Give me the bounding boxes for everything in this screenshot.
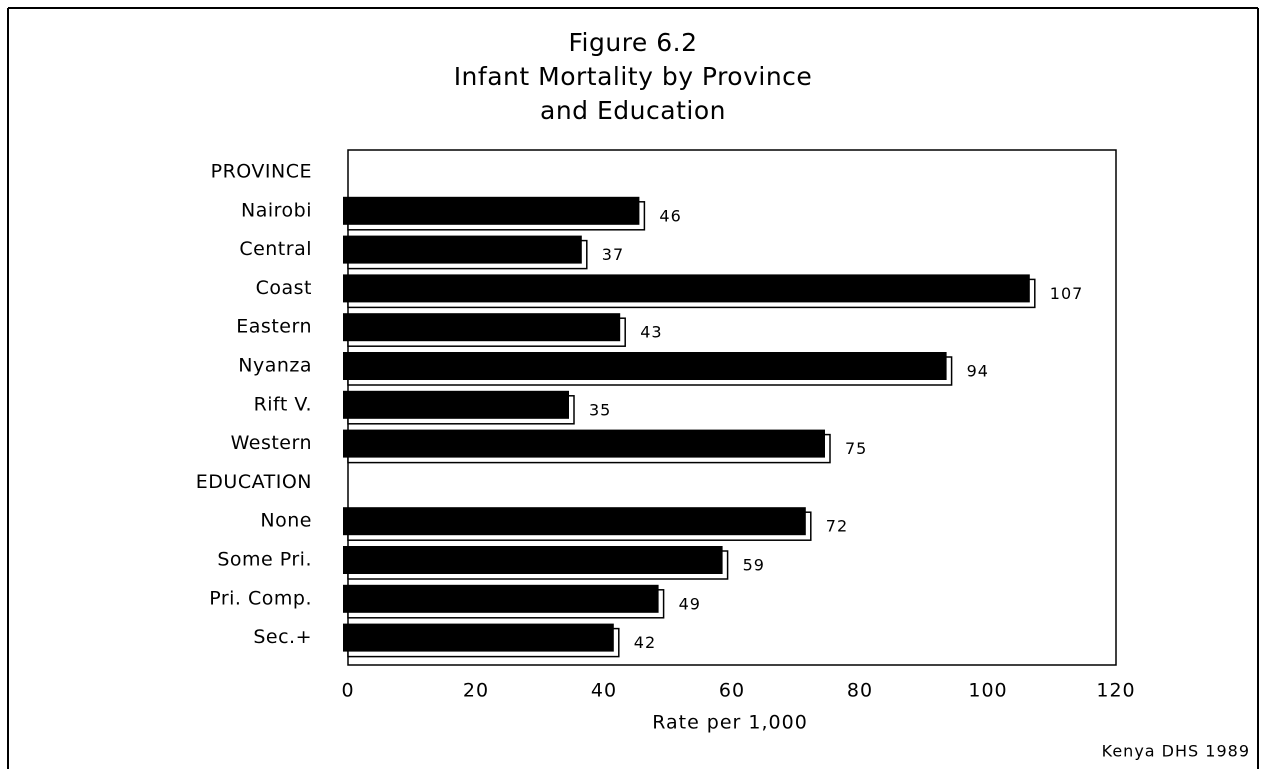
bar: [343, 507, 806, 536]
bar: [343, 274, 1030, 303]
source: Kenya DHS 1989: [1102, 742, 1250, 761]
bar: [343, 429, 825, 458]
y-tick-label: Sec.+: [253, 626, 312, 648]
x-tick-label: 100: [968, 680, 1007, 702]
value-label: 43: [640, 323, 662, 342]
x-axis-label: Rate per 1,000: [652, 712, 808, 734]
y-tick-label: EDUCATION: [196, 471, 312, 493]
y-tick-label: None: [260, 510, 312, 532]
bar: [343, 584, 659, 613]
y-tick-label: Rift V.: [254, 393, 312, 415]
chart-title: and Education: [540, 96, 726, 125]
bar: [343, 623, 614, 652]
y-tick-label: Western: [231, 432, 312, 454]
y-tick-label: Nyanza: [238, 355, 312, 377]
x-tick-label: 40: [591, 680, 617, 702]
y-tick-label: Central: [239, 238, 312, 260]
value-label: 49: [679, 594, 701, 613]
y-tick-label: Pri. Comp.: [209, 587, 312, 609]
value-label: 75: [845, 439, 867, 458]
value-label: 107: [1050, 284, 1084, 303]
bar: [343, 390, 569, 419]
x-tick-label: 0: [341, 680, 354, 702]
value-label: 42: [634, 633, 656, 652]
y-tick-label: Nairobi: [241, 199, 312, 221]
bar: [343, 313, 621, 342]
x-tick-label: 60: [719, 680, 745, 702]
chart-title: Infant Mortality by Province: [454, 62, 813, 91]
x-tick-label: 120: [1096, 680, 1135, 702]
y-tick-label: Some Pri.: [217, 549, 312, 571]
bar: [343, 196, 640, 225]
chart-title: Figure 6.2: [568, 28, 697, 57]
bar: [343, 546, 723, 574]
bar: [343, 235, 582, 264]
value-label: 94: [967, 362, 989, 381]
bar: [343, 352, 947, 380]
x-tick-label: 20: [463, 680, 489, 702]
value-label: 35: [589, 400, 611, 419]
y-tick-label: Eastern: [236, 316, 312, 338]
value-label: 72: [826, 517, 848, 536]
value-label: 37: [602, 245, 624, 264]
value-label: 59: [743, 556, 765, 575]
value-label: 46: [659, 206, 681, 225]
x-tick-label: 80: [847, 680, 873, 702]
y-tick-label: PROVINCE: [211, 161, 312, 183]
y-tick-label: Coast: [256, 277, 312, 299]
